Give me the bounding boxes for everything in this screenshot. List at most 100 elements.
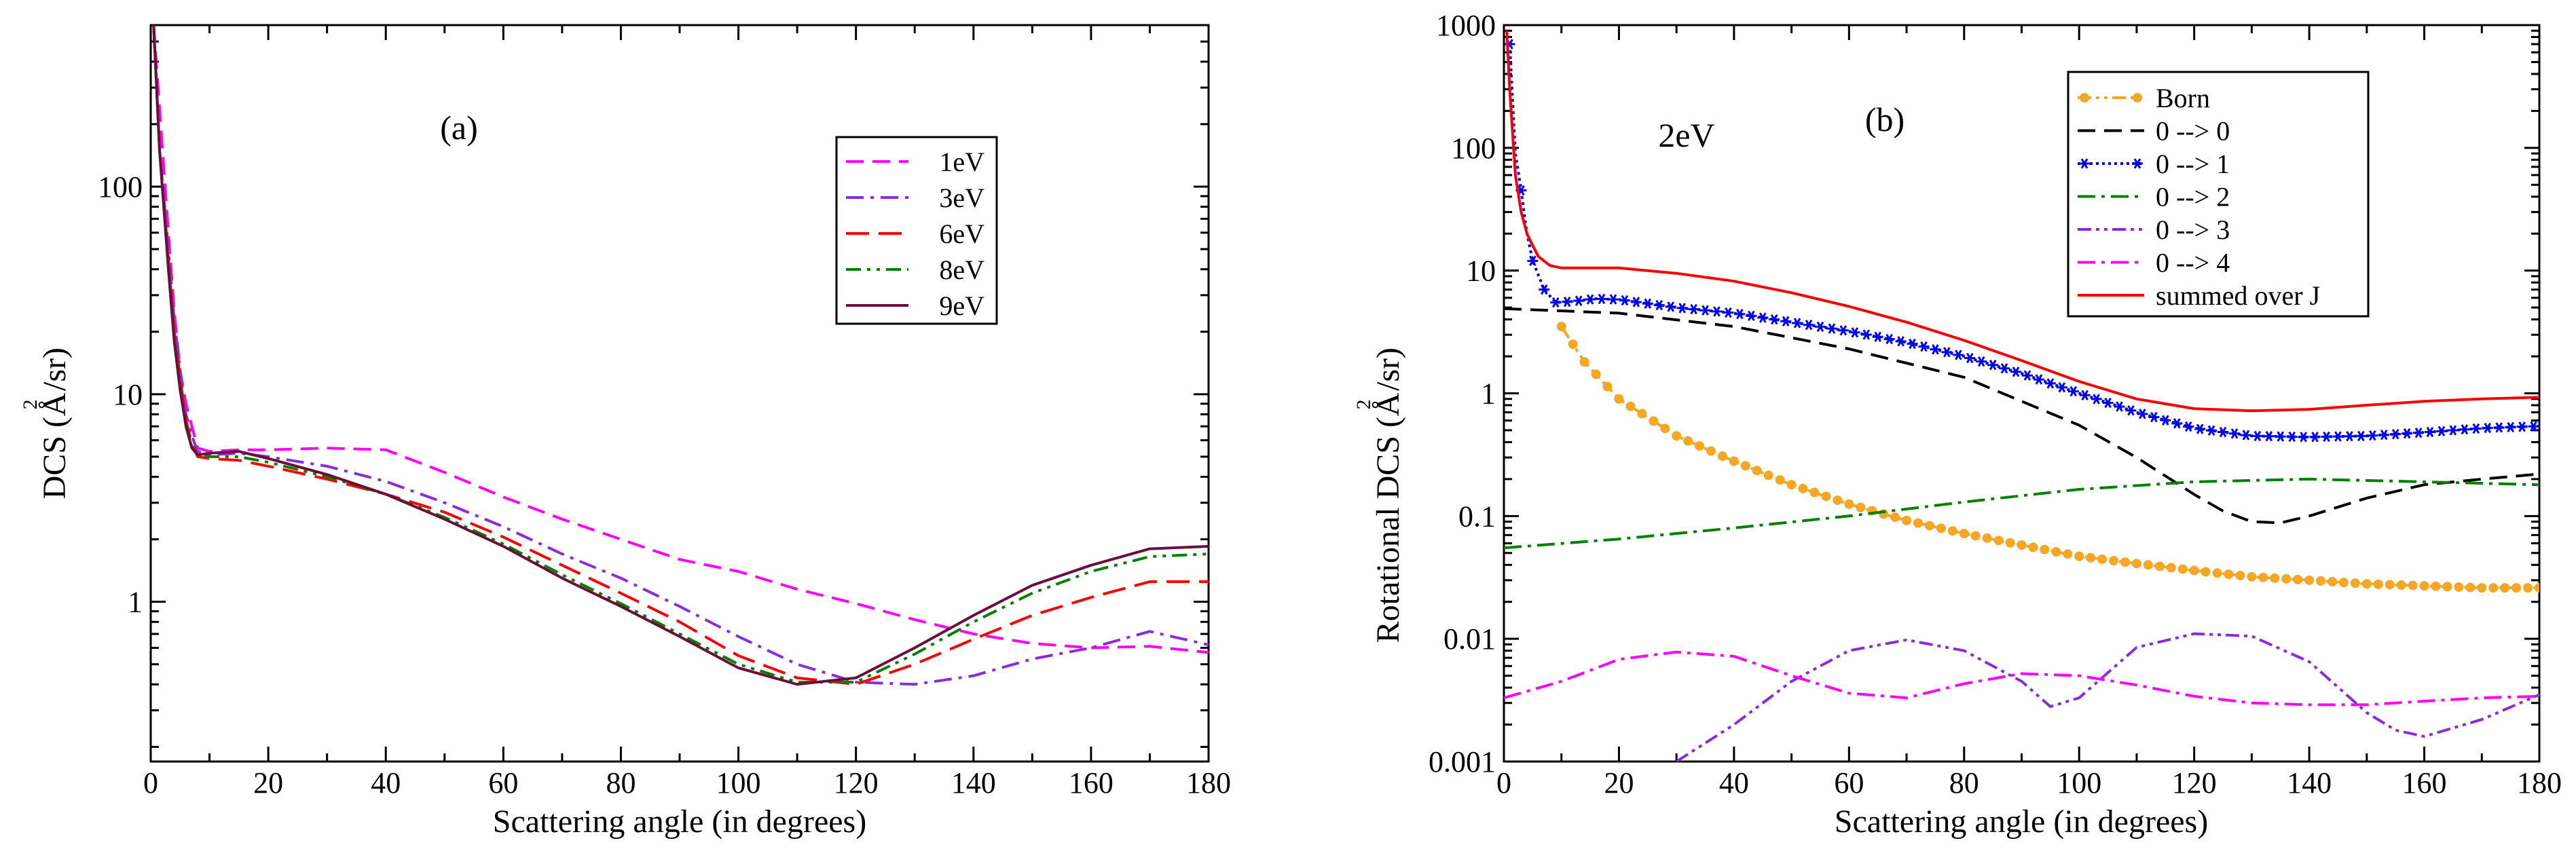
panel-b-marker	[1856, 502, 1866, 512]
panel-b-marker	[1844, 499, 1854, 509]
panel-b-marker	[2183, 421, 2194, 432]
panel-a-x-tick-label: 20	[253, 766, 283, 800]
panel-b-marker	[2505, 421, 2516, 433]
panel-b-ticks: 0 20 40 60 80 100 120 140 160 180 0.001 0.01 0.1 1 10 1…	[1429, 9, 2562, 800]
panel-b-legend-item: 0 --> 3	[2078, 214, 2230, 245]
panel-a-legend-label: 9eV	[939, 290, 985, 321]
panel-b-marker	[2005, 538, 2015, 548]
panel-b-marker	[2482, 422, 2493, 434]
panel-b-marker	[1860, 329, 1872, 340]
panel-a-y-tick-label: 1	[128, 586, 143, 619]
panel-b-y-axis-label-unit: Å	[1370, 392, 1406, 416]
panel-b-marker	[2286, 431, 2298, 443]
panel-b-marker	[1902, 515, 1912, 525]
panel-b-y-tick-label: 100	[1451, 132, 1496, 165]
panel-b-legend-item: 0 --> 0	[2078, 116, 2230, 147]
panel-b-marker	[1711, 306, 1723, 317]
panel-b-marker	[1924, 521, 1934, 531]
panel-b-series-line-2	[1508, 43, 2539, 438]
panel-b-series-lines	[1504, 31, 2539, 762]
panel-b-marker	[1504, 39, 1515, 50]
panel-b-marker	[2275, 431, 2286, 442]
panel-b-marker	[2281, 574, 2292, 584]
panel-b-marker	[1683, 436, 1693, 446]
panel-a-legend-label: 8eV	[939, 255, 985, 285]
panel-b-x-tick-label: 0	[1496, 766, 1511, 800]
panel-b-legend-box	[2067, 71, 2370, 318]
panel-b-marker	[2293, 574, 2303, 584]
panel-b-marker	[2201, 567, 2211, 577]
panel-a-legend-box	[835, 136, 998, 325]
panel-b-marker	[1619, 295, 1630, 306]
panel-b-marker	[2535, 583, 2539, 593]
panel-b-marker	[2425, 426, 2436, 438]
panel-b-marker	[1539, 284, 1550, 295]
panel-b-marker	[2454, 582, 2464, 592]
panel-a-plot-frame	[149, 24, 1210, 763]
panel-b-marker	[1602, 381, 1613, 392]
panel-b-marker	[2488, 583, 2499, 593]
panel-b-marker	[1792, 318, 1803, 328]
panel-b-series-line-3	[1504, 477, 2539, 550]
panel-a-x-tick-label: 140	[951, 766, 996, 800]
panel-a-y-axis-label-unit: Å	[37, 392, 73, 416]
panel-b-series-line-5	[1504, 650, 2539, 707]
panel-b-marker	[1970, 531, 1981, 541]
panel-b-marker	[1849, 327, 1860, 338]
panel-b-marker	[1763, 470, 1773, 481]
panel-b-marker	[2148, 411, 2160, 423]
panel-b-y-tick-label: 0.1	[1458, 500, 1496, 533]
panel-a-legend-item: 1eV	[846, 147, 985, 177]
panel-b-y-axis-label: Rotational DCS ( Å 2 /sr)	[1353, 348, 1406, 643]
panel-b-marker	[2344, 431, 2355, 442]
panel-b-x-tick-label: 120	[2172, 766, 2217, 800]
panel-a-legend-items: 1eV 3eV 6eV 8eV 9eV	[846, 147, 985, 321]
panel-a-series-line-3	[152, 25, 1209, 684]
panel-b-legend-item: 0 --> 2	[2078, 182, 2230, 212]
panel-b-marker	[2040, 544, 2050, 555]
panel-b-series-markers-2	[1504, 39, 2539, 443]
panel-b-marker	[2240, 430, 2251, 440]
panel-b-marker	[2367, 430, 2378, 441]
panel-b-legend-label: Born	[2156, 83, 2210, 113]
panel-b-marker	[2500, 583, 2510, 593]
panel-b-marker	[1665, 301, 1676, 312]
panel-b-y-axis-label-tail: /sr)	[1370, 348, 1406, 391]
panel-b-marker	[2378, 430, 2390, 440]
panel-b-marker	[2177, 564, 2188, 574]
panel-a-legend-label: 1eV	[939, 147, 985, 177]
panel-b-marker	[2447, 425, 2459, 436]
panel-b-marker	[1780, 316, 1792, 327]
panel-b-marker	[1734, 309, 1746, 320]
panel-a-series-line-1	[152, 25, 1209, 686]
panel-b-marker	[2419, 581, 2429, 591]
panel-b-marker	[2114, 401, 2125, 412]
panel-b-marker	[1630, 297, 1642, 307]
panel-b-marker	[2125, 405, 2137, 416]
panel-b-marker	[1993, 536, 2004, 546]
panel-b-marker	[2431, 581, 2441, 591]
panel-b-legend-item: 0 --> 4	[2078, 248, 2230, 278]
panel-b-label: (b)	[1865, 100, 1905, 138]
panel-b-marker	[2189, 565, 2199, 576]
panel-b-marker	[2033, 374, 2044, 385]
panel-b-marker	[1953, 350, 1964, 360]
panel-b-marker	[1568, 339, 1578, 350]
panel-b-marker	[2338, 578, 2349, 588]
panel-a-legend-item: 6eV	[846, 219, 985, 249]
panel-b-marker	[1660, 424, 1670, 434]
panel-b-marker	[2228, 428, 2240, 439]
panel-b-marker	[2044, 378, 2056, 389]
panel-b-legend-item: Born	[2078, 83, 2210, 113]
panel-b-marker	[1550, 297, 1562, 308]
panel-a-y-axis-label-tail: /sr)	[37, 348, 73, 391]
panel-b-x-tick-label: 160	[2402, 766, 2447, 800]
panel-b-legend-item: 0 --> 1	[2078, 149, 2230, 179]
panel-b-marker	[2327, 577, 2337, 587]
panel-b-marker	[2235, 570, 2245, 580]
panel-b-marker	[1746, 310, 1757, 322]
panel-a-series-line-0	[152, 25, 1209, 654]
panel-b-marker	[1959, 529, 1969, 539]
